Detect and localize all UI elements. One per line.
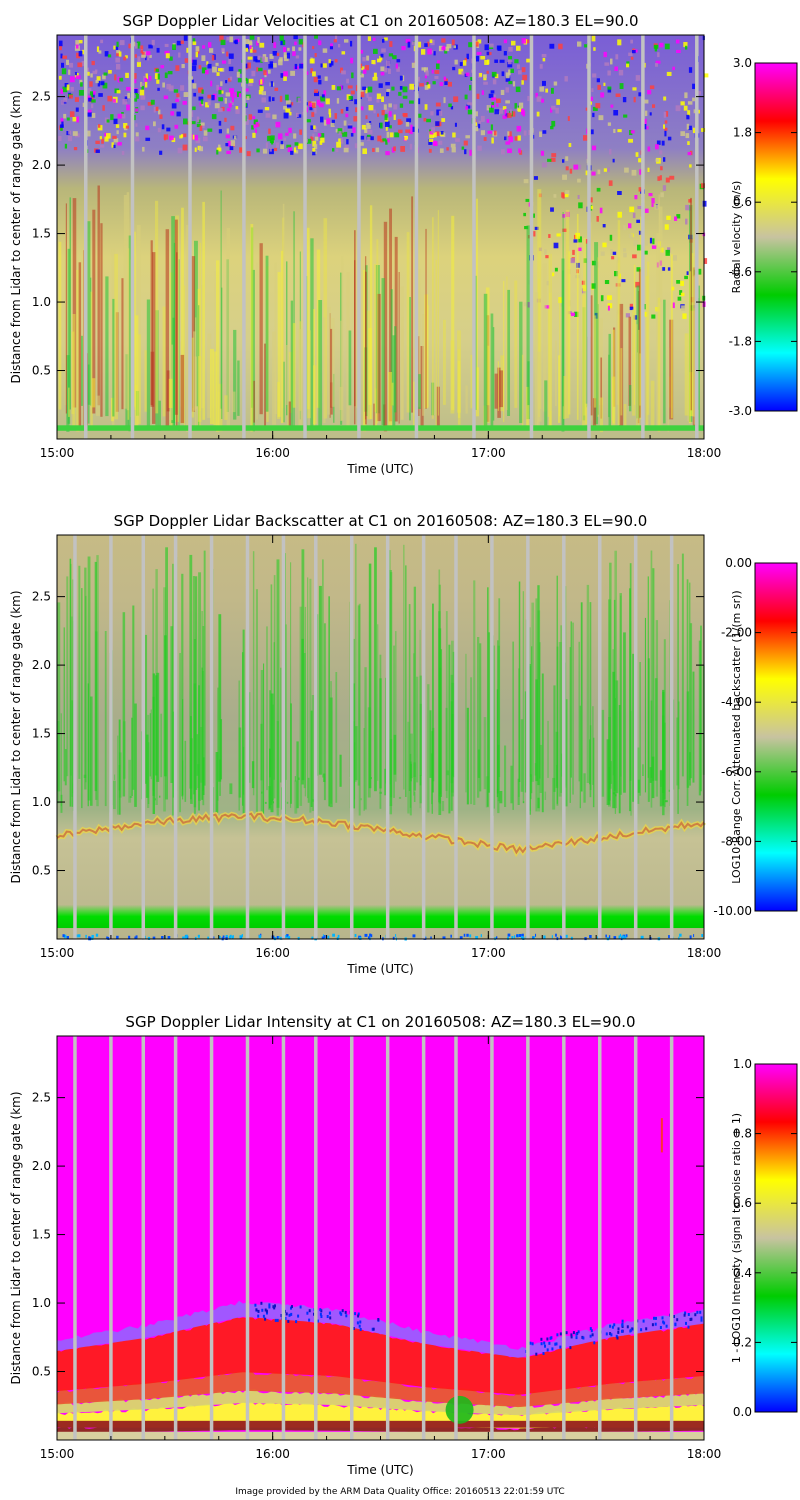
y-axis-label: Distance from Lidar to center of range g…	[9, 1091, 23, 1384]
data-texture	[57, 1118, 704, 1440]
x-tick-label: 16:00	[255, 446, 290, 460]
x-tick-label: 15:00	[40, 446, 75, 460]
chart-panel-2: SGP Doppler Lidar Backscatter at C1 on 2…	[9, 512, 798, 976]
y-tick-label: 1.5	[32, 1228, 51, 1242]
colorbar-tick-label: -8.00	[721, 834, 752, 848]
y-tick-label: 1.0	[32, 295, 51, 309]
colorbar-tick-label: -4.00	[721, 695, 752, 709]
chart-panel-1: SGP Doppler Lidar Velocities at C1 on 20…	[9, 12, 798, 476]
colorbar-label: 1 - LOG10 Intensity (signal to noise rat…	[730, 1113, 743, 1363]
colorbar-label: LOG10 Range Corr. Attenuated backscatter…	[730, 590, 743, 883]
x-tick-label: 17:00	[471, 446, 506, 460]
y-axis-label: Distance from Lidar to center of range g…	[9, 590, 23, 883]
colorbar-tick-label: 0.2	[733, 1335, 752, 1349]
colorbar-tick-label: 0.4	[733, 1266, 752, 1280]
colorbar	[754, 62, 798, 412]
colorbar	[754, 1063, 798, 1413]
chart-title: SGP Doppler Lidar Intensity at C1 on 201…	[125, 1013, 635, 1031]
colorbar-tick-label: -3.0	[729, 404, 752, 418]
x-tick-label: 18:00	[687, 446, 722, 460]
chart-panel-3: SGP Doppler Lidar Intensity at C1 on 201…	[9, 1013, 798, 1477]
x-tick-label: 18:00	[687, 946, 722, 960]
colorbar-tick-label: -10.00	[713, 904, 752, 918]
chart-title: SGP Doppler Lidar Velocities at C1 on 20…	[122, 12, 638, 30]
y-tick-label: 2.5	[32, 1091, 51, 1105]
x-tick-label: 16:00	[255, 1447, 290, 1461]
y-tick-label: 2.0	[32, 658, 51, 672]
x-axis-label: Time (UTC)	[346, 1463, 413, 1477]
colorbar-tick-label: 1.0	[733, 1057, 752, 1071]
chart-title: SGP Doppler Lidar Backscatter at C1 on 2…	[114, 512, 648, 530]
colorbar-tick-label: 0.0	[733, 1405, 752, 1419]
y-tick-label: 0.5	[32, 1365, 51, 1379]
colorbar-tick-label: -6.00	[721, 765, 752, 779]
colorbar-tick-label: -2.00	[721, 626, 752, 640]
x-tick-label: 18:00	[687, 1447, 722, 1461]
x-axis-label: Time (UTC)	[346, 962, 413, 976]
y-tick-label: 1.5	[32, 227, 51, 241]
scan-gaps	[84, 35, 699, 439]
x-tick-label: 16:00	[255, 946, 290, 960]
x-axis-label: Time (UTC)	[346, 462, 413, 476]
y-tick-label: 0.5	[32, 364, 51, 378]
y-axis-label: Distance from Lidar to center of range g…	[9, 90, 23, 383]
colorbar-tick-label: 3.0	[733, 56, 752, 70]
y-tick-label: 2.0	[32, 1159, 51, 1173]
colorbar-tick-label: 0.8	[733, 1127, 752, 1141]
y-tick-label: 0.5	[32, 864, 51, 878]
colorbar-tick-label: 0.00	[725, 556, 752, 570]
x-tick-label: 15:00	[40, 1447, 75, 1461]
colorbar-label: Radial velocity (m/s)	[730, 181, 743, 294]
colorbar-tick-label: 0.6	[733, 195, 752, 209]
colorbar-tick-label: 0.6	[733, 1196, 752, 1210]
scan-gaps	[73, 535, 674, 939]
x-tick-label: 17:00	[471, 946, 506, 960]
y-tick-label: 2.0	[32, 158, 51, 172]
x-tick-label: 15:00	[40, 946, 75, 960]
x-tick-label: 17:00	[471, 1447, 506, 1461]
data-texture	[55, 543, 706, 941]
colorbar	[754, 562, 798, 912]
footer-credit: Image provided by the ARM Data Quality O…	[235, 1487, 564, 1497]
scan-gaps	[73, 1036, 674, 1440]
y-tick-label: 1.5	[32, 727, 51, 741]
data-texture	[57, 35, 709, 433]
y-tick-label: 2.5	[32, 90, 51, 104]
colorbar-tick-label: -1.8	[729, 334, 752, 348]
colorbar-tick-label: 1.8	[733, 126, 752, 140]
y-tick-label: 1.0	[32, 1296, 51, 1310]
y-tick-label: 1.0	[32, 795, 51, 809]
y-tick-label: 2.5	[32, 590, 51, 604]
colorbar-tick-label: -0.6	[729, 265, 752, 279]
